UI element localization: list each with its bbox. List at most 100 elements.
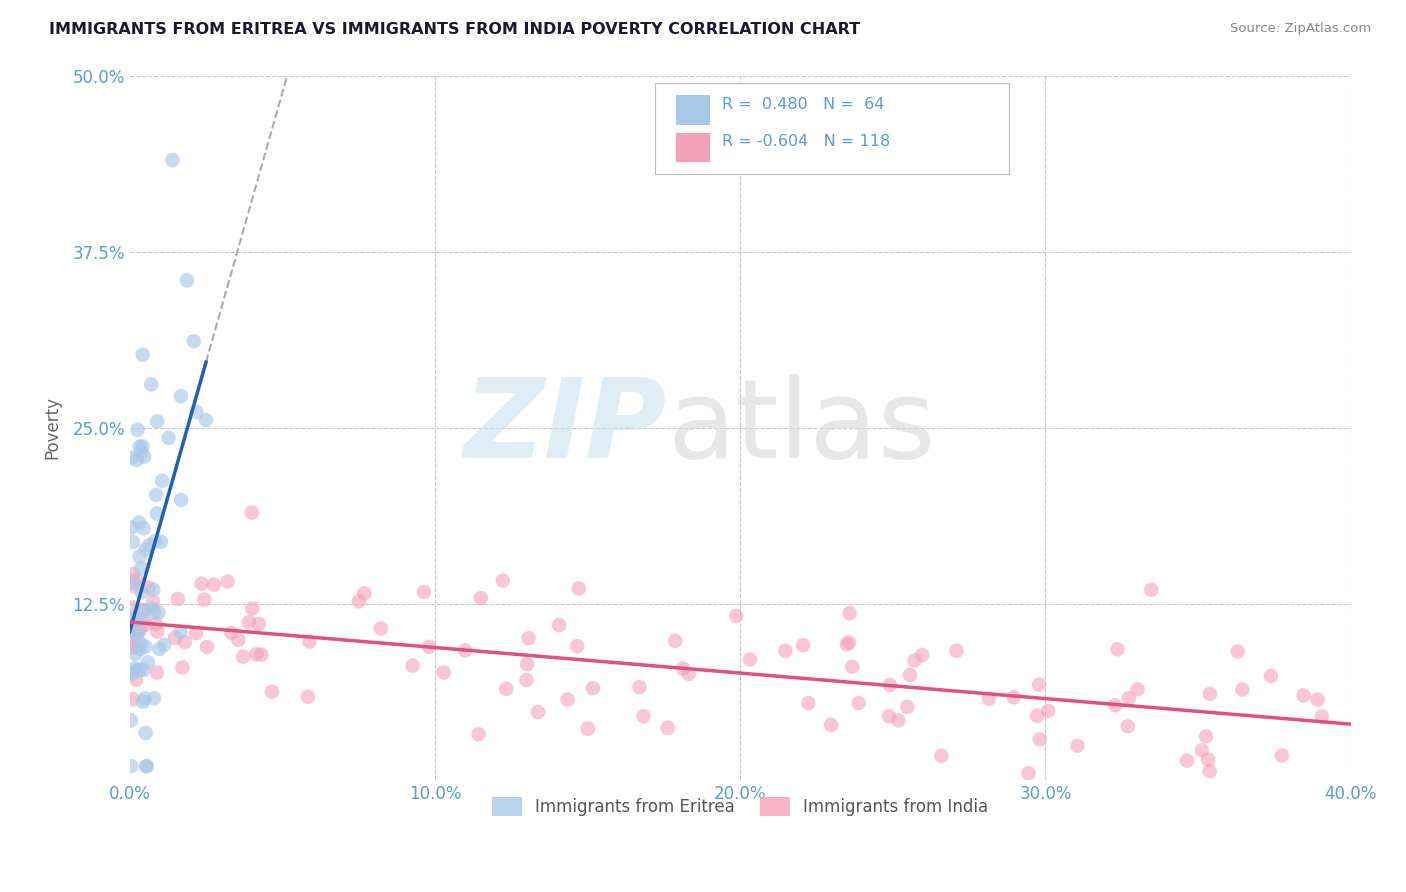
Point: [250, 648, 273, 662]
Point: [131, 444, 153, 458]
Point: [217, 574, 239, 589]
Point: [240, 506, 263, 520]
Point: [1292, 689, 1315, 703]
Point: [153, 638, 176, 652]
Point: [517, 631, 540, 645]
Point: [1260, 669, 1282, 683]
Point: [232, 649, 254, 664]
Point: [911, 648, 934, 662]
Point: [945, 644, 967, 658]
Point: [120, 714, 142, 728]
Point: [143, 605, 166, 619]
Point: [1018, 766, 1040, 780]
Point: [129, 642, 152, 657]
Point: [879, 678, 901, 692]
Point: [904, 653, 927, 667]
Point: [838, 606, 860, 620]
Point: [121, 624, 143, 638]
Point: [454, 643, 477, 657]
Point: [565, 640, 588, 654]
Point: [841, 660, 863, 674]
Text: Source: ZipAtlas.com: Source: ZipAtlas.com: [1230, 22, 1371, 36]
Point: [132, 663, 155, 677]
Point: [162, 153, 184, 167]
Point: [131, 348, 153, 362]
Point: [1195, 730, 1218, 744]
Point: [664, 633, 686, 648]
Point: [146, 414, 169, 428]
Legend: Immigrants from Eritrea, Immigrants from India: Immigrants from Eritrea, Immigrants from…: [484, 789, 997, 825]
Point: [898, 668, 921, 682]
Point: [148, 606, 170, 620]
Point: [135, 759, 157, 773]
Point: [931, 748, 953, 763]
Point: [120, 667, 142, 681]
Point: [1191, 743, 1213, 757]
Point: [125, 614, 148, 628]
Point: [121, 535, 143, 549]
Point: [146, 624, 169, 639]
Point: [582, 681, 605, 695]
Point: [1118, 691, 1140, 706]
Point: [495, 681, 517, 696]
Point: [124, 579, 146, 593]
Point: [138, 581, 160, 595]
Point: [141, 377, 163, 392]
Point: [131, 585, 153, 599]
Point: [134, 691, 156, 706]
Point: [221, 625, 243, 640]
Point: [202, 577, 225, 591]
Point: [132, 521, 155, 535]
Point: [1197, 753, 1219, 767]
Point: [121, 626, 143, 640]
Point: [184, 626, 207, 640]
Text: R =  0.480   N =  64: R = 0.480 N = 64: [721, 96, 884, 112]
Point: [245, 648, 267, 662]
Point: [195, 640, 218, 654]
Point: [792, 638, 814, 652]
Point: [132, 695, 155, 709]
Point: [672, 662, 695, 676]
Point: [557, 692, 579, 706]
Point: [170, 493, 193, 508]
Point: [170, 389, 193, 403]
Point: [1198, 764, 1220, 779]
Point: [124, 638, 146, 652]
Point: [775, 644, 797, 658]
Point: [134, 450, 156, 464]
Text: IMMIGRANTS FROM ERITREA VS IMMIGRANTS FROM INDIA POVERTY CORRELATION CHART: IMMIGRANTS FROM ERITREA VS IMMIGRANTS FR…: [49, 22, 860, 37]
Point: [838, 635, 860, 649]
Point: [128, 516, 150, 530]
Point: [172, 660, 194, 674]
Point: [228, 632, 250, 647]
Point: [134, 603, 156, 617]
Point: [129, 561, 152, 575]
Point: [120, 759, 142, 773]
Point: [142, 601, 165, 615]
Point: [122, 566, 145, 581]
Point: [120, 450, 142, 465]
Point: [492, 574, 515, 588]
Point: [1002, 690, 1025, 705]
Point: [678, 666, 700, 681]
Point: [877, 709, 900, 723]
Point: [136, 656, 159, 670]
Point: [370, 622, 392, 636]
Point: [131, 602, 153, 616]
Point: [418, 640, 440, 654]
Point: [124, 661, 146, 675]
Point: [848, 696, 870, 710]
Point: [896, 699, 918, 714]
Point: [128, 440, 150, 454]
Point: [401, 658, 423, 673]
FancyBboxPatch shape: [675, 95, 710, 125]
Point: [193, 592, 215, 607]
Point: [118, 611, 141, 625]
Point: [176, 273, 198, 287]
Point: [516, 657, 538, 672]
Point: [165, 631, 187, 645]
Point: [122, 640, 145, 655]
Point: [183, 334, 205, 349]
Point: [238, 615, 260, 630]
Point: [143, 533, 166, 548]
